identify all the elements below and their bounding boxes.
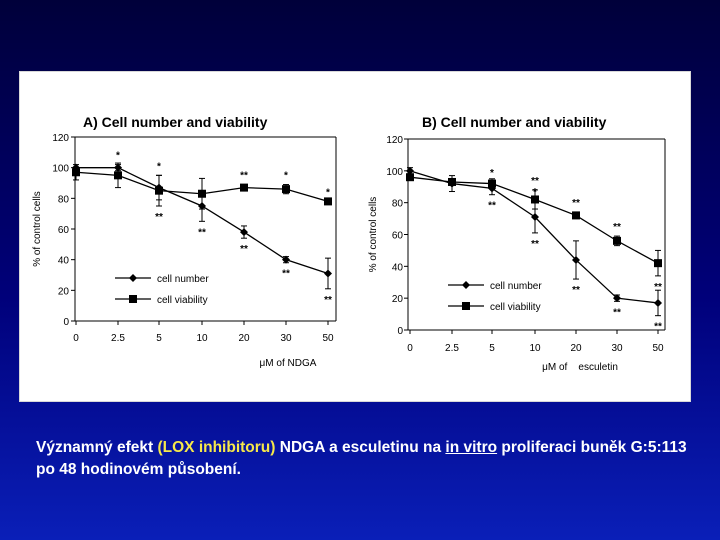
significance-marker: ** — [572, 198, 580, 209]
data-point-square — [488, 179, 496, 188]
y-tick-label: 60 — [392, 231, 404, 242]
significance-marker: * — [490, 168, 494, 179]
x-tick-label: 20 — [238, 333, 250, 344]
x-tick-label: 30 — [611, 343, 623, 354]
x-axis-label-a: μM of NDGA — [260, 358, 317, 369]
y-tick-label: 100 — [386, 167, 403, 178]
significance-marker: * — [116, 151, 120, 162]
y-tick-label: 80 — [392, 199, 404, 210]
data-point-square — [613, 236, 621, 245]
x-tick-label: 10 — [196, 333, 208, 344]
significance-marker: ** — [198, 227, 206, 238]
x-tick-label: 20 — [570, 343, 582, 354]
data-point-square — [572, 211, 580, 220]
data-point-square — [282, 185, 290, 194]
data-point-square — [198, 189, 206, 198]
significance-marker: ** — [654, 282, 662, 293]
significance-marker: * — [284, 171, 288, 182]
x-tick-label: 2.5 — [445, 343, 459, 354]
data-point-square — [406, 173, 414, 182]
x-tick-label: 0 — [407, 343, 413, 354]
data-point-square — [531, 195, 539, 204]
significance-marker: * — [157, 161, 161, 172]
y-tick-label: 100 — [52, 164, 69, 175]
y-tick-label: 40 — [58, 256, 70, 267]
significance-marker: ** — [240, 244, 248, 255]
significance-marker: ** — [488, 201, 496, 212]
figure-panel: A) Cell number and viability 0 20 40 60 80 100… — [19, 71, 691, 402]
data-point-diamond — [531, 212, 539, 221]
significance-marker: ** — [572, 285, 580, 296]
slide-caption: Významný efekt (LOX inhibitoru) NDGA a e… — [36, 437, 696, 481]
legend-b: cell number cell viability — [448, 281, 542, 313]
x-tick-label: 50 — [322, 333, 334, 344]
legend-marker-square — [462, 302, 470, 310]
series-cell-viability-b: ** ** ** ** — [406, 173, 662, 293]
significance-marker: ** — [531, 239, 539, 250]
y-tick-label: 0 — [63, 317, 69, 328]
y-tick-label: 40 — [392, 262, 404, 273]
y-tick-label: 120 — [52, 133, 69, 144]
significance-marker: ** — [240, 171, 248, 182]
x-tick-label: 5 — [489, 343, 495, 354]
significance-marker: ** — [654, 322, 662, 333]
x-tick-label: 50 — [652, 343, 664, 354]
y-tick-label: 60 — [58, 225, 70, 236]
data-point-diamond — [572, 255, 580, 264]
x-tick-label: 30 — [280, 333, 292, 344]
significance-marker: ** — [613, 307, 621, 318]
legend-label: cell viability — [490, 302, 541, 313]
caption-part-4: in vitro — [445, 439, 498, 456]
x-tick-label: 0 — [73, 333, 79, 344]
chart-figure: A) Cell number and viability020406080100… — [32, 114, 666, 373]
series-cell-viability-a: **** ** — [72, 162, 332, 223]
legend-a: cell number cell viability — [115, 274, 209, 306]
data-point-diamond — [654, 298, 662, 307]
significance-marker: * — [326, 187, 330, 198]
legend-marker-diamond — [129, 274, 137, 282]
data-point-square — [654, 259, 662, 268]
data-point-diamond — [324, 269, 332, 278]
y-axis-label-a: % of control cells — [32, 191, 43, 267]
y-tick-label: 80 — [58, 194, 70, 205]
data-point-square — [72, 168, 80, 177]
data-point-diamond — [613, 294, 621, 303]
data-point-square — [448, 177, 456, 186]
y-tick-label: 20 — [392, 294, 404, 305]
data-point-square — [114, 171, 122, 180]
caption-part-2: (LOX inhibitoru) — [157, 439, 276, 456]
legend-label: cell number — [490, 281, 542, 292]
significance-marker: ** — [613, 222, 621, 233]
caption-part-5: proliferaci buněk G:5:113 po 48 hodinové… — [36, 439, 687, 478]
data-point-square — [155, 186, 163, 195]
data-point-square — [240, 183, 248, 192]
data-point-diamond — [282, 255, 290, 264]
x-tick-label: 5 — [156, 333, 162, 344]
data-point-square — [324, 197, 332, 206]
chart-title-a: A) Cell number and viability — [83, 114, 268, 130]
caption-part-1: Významný efekt — [36, 439, 154, 456]
y-tick-label: 120 — [386, 135, 403, 146]
chart-title-b: B) Cell number and viability — [422, 114, 607, 130]
significance-marker: ** — [324, 295, 332, 306]
legend-marker-diamond — [462, 281, 470, 289]
significance-marker: ** — [155, 212, 163, 223]
x-tick-label: 2.5 — [111, 333, 125, 344]
legend-marker-square — [129, 295, 137, 303]
significance-marker: ** — [531, 176, 539, 187]
caption-part-3: NDGA a esculetinu na — [279, 439, 442, 456]
y-tick-label: 20 — [58, 286, 70, 297]
legend-label: cell viability — [157, 295, 208, 306]
data-point-diamond — [406, 166, 414, 175]
y-axis-label-b: % of control cells — [368, 197, 379, 273]
x-axis-label-b: μM of esculetin — [542, 362, 618, 373]
chart-panel-b: B) Cell number and viability020406080100… — [368, 114, 666, 373]
data-point-diamond — [240, 228, 248, 237]
significance-marker: ** — [282, 269, 290, 280]
legend-label: cell number — [157, 274, 209, 285]
x-tick-label: 10 — [529, 343, 541, 354]
chart-panel-a: A) Cell number and viability020406080100… — [32, 114, 337, 369]
y-tick-label: 0 — [397, 326, 403, 337]
